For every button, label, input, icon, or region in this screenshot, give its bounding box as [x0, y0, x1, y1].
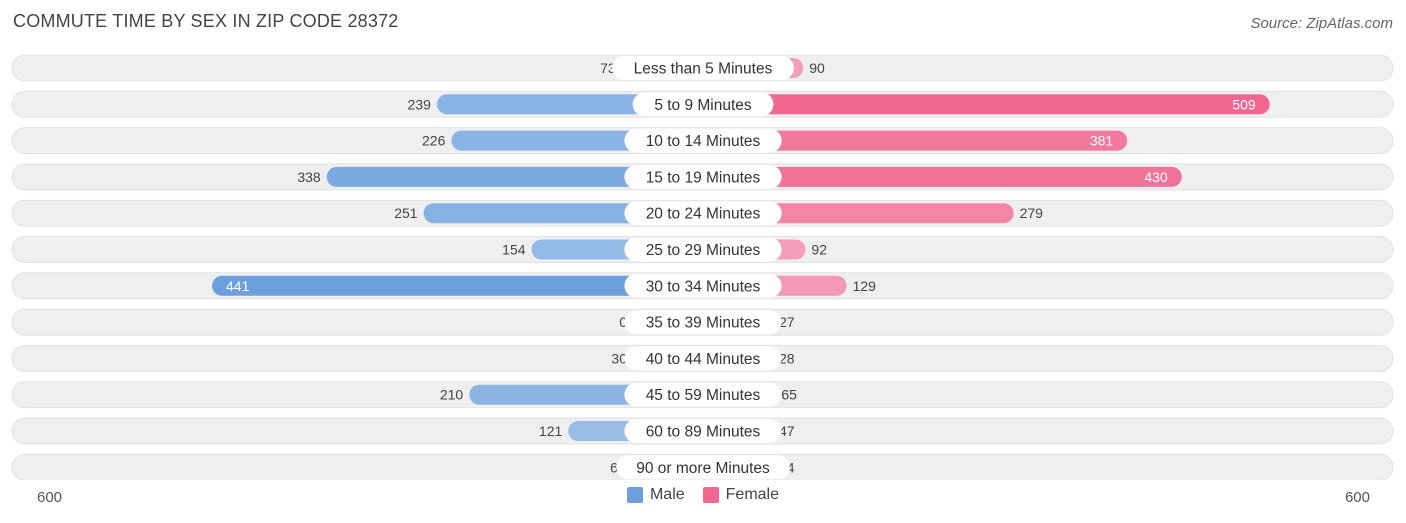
female-bar: [703, 203, 1014, 224]
female-value-label: 65: [781, 387, 797, 403]
legend-item-female: Female: [702, 486, 780, 504]
chart-svg: 73 90 Less than 5 Minutes 239 509 5 to 9 Minu…: [11, 54, 1394, 480]
male-value-label: 338: [297, 169, 321, 185]
male-value-label: 73: [600, 60, 616, 76]
legend: Male Female: [0, 486, 1406, 504]
category-label: 5 to 9 Minutes: [654, 97, 752, 114]
category-label: 45 to 59 Minutes: [646, 387, 761, 404]
female-value-label: 381: [1090, 133, 1114, 149]
category-label-pill: [612, 56, 794, 80]
category-label: 35 to 39 Minutes: [646, 315, 761, 332]
male-value-label: 441: [226, 278, 250, 294]
female-value-label: 27: [779, 314, 795, 330]
legend-swatch-male: [626, 487, 643, 503]
category-label-pill: [624, 237, 782, 262]
category-label-pill: [624, 273, 782, 298]
legend-swatch-female: [702, 487, 719, 503]
category-label-pill: [616, 455, 790, 480]
category-label: 15 to 19 Minutes: [646, 169, 761, 186]
female-value-label: 90: [809, 60, 825, 76]
axis-left-label: 600: [37, 489, 63, 506]
category-label-pill: [624, 201, 782, 226]
category-label-pill: [624, 419, 782, 443]
legend-label-female: Female: [725, 486, 780, 503]
female-value-label: 279: [1020, 205, 1044, 221]
category-label: 60 to 89 Minutes: [646, 424, 761, 441]
chart-title: COMMUTE TIME BY SEX IN ZIP CODE 28372: [13, 11, 399, 31]
category-label-pill: [624, 382, 782, 407]
category-label-pill: [624, 164, 782, 189]
legend-label-male: Male: [649, 486, 685, 503]
female-bar: [703, 130, 1128, 151]
female-value-label: 92: [811, 242, 827, 258]
male-value-label: 226: [422, 133, 446, 149]
category-label: Less than 5 Minutes: [634, 61, 773, 78]
category-label: 90 or more Minutes: [636, 460, 770, 477]
category-label-pill: [624, 128, 782, 153]
male-value-label: 251: [394, 205, 418, 221]
female-bar: [703, 94, 1270, 115]
male-bar: [212, 275, 703, 296]
axis-right-label: 600: [1344, 489, 1370, 506]
female-value-label: 430: [1144, 169, 1168, 185]
female-value-label: 509: [1232, 96, 1256, 112]
female-bar: [703, 166, 1182, 187]
male-value-label: 210: [440, 387, 464, 403]
male-value-label: 30: [611, 350, 627, 366]
female-value-label: 28: [779, 350, 795, 366]
category-label-pill: [632, 92, 774, 117]
male-value-label: 121: [539, 423, 563, 439]
female-value-label: 129: [853, 278, 877, 294]
male-value-label: 239: [408, 96, 432, 112]
male-value-label: 0: [619, 314, 627, 330]
category-label-pill: [624, 310, 782, 335]
female-value-label: 47: [779, 423, 795, 439]
male-value-label: 154: [502, 242, 526, 258]
category-label: 40 to 44 Minutes: [646, 351, 761, 368]
category-label: 25 to 29 Minutes: [646, 242, 761, 259]
category-label-pill: [624, 346, 782, 371]
category-label: 30 to 34 Minutes: [646, 278, 761, 295]
source-label: Source: ZipAtlas.com: [1250, 15, 1393, 32]
male-bar: [326, 166, 703, 187]
legend-item-male: Male: [626, 486, 685, 504]
category-label: 10 to 14 Minutes: [646, 133, 761, 150]
category-label: 20 to 24 Minutes: [646, 206, 761, 223]
